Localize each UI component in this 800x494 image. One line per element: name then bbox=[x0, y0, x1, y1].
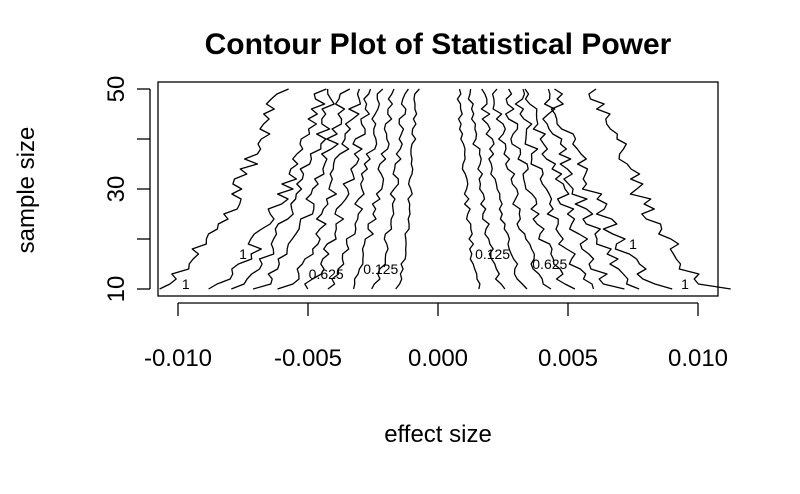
contour-line bbox=[514, 88, 595, 290]
contour-level-label: 0.125 bbox=[363, 261, 398, 277]
x-tick-label: 0.005 bbox=[538, 345, 598, 372]
contour-line bbox=[542, 88, 640, 290]
x-tick-label: 0.000 bbox=[408, 345, 468, 372]
contour-level-label: 1 bbox=[182, 276, 190, 292]
contour-line bbox=[588, 88, 731, 290]
contour-line bbox=[505, 88, 576, 290]
contour-line bbox=[550, 88, 673, 290]
y-axis: 10 30 50 bbox=[103, 76, 151, 303]
contour-line bbox=[524, 88, 625, 290]
contour-line bbox=[371, 88, 409, 290]
plot-frame bbox=[157, 81, 719, 297]
x-axis: -0.010 -0.005 0.000 0.005 0.010 bbox=[144, 302, 728, 372]
contour-line bbox=[277, 88, 362, 290]
y-tick-label: 50 bbox=[103, 76, 130, 103]
contour-labels: 1 1 0.625 0.125 0.125 0.625 1 1 bbox=[182, 236, 689, 292]
y-tick-label: 30 bbox=[103, 176, 130, 203]
contour-line bbox=[395, 88, 420, 290]
contour-line bbox=[208, 88, 327, 290]
contour-level-label: 0.125 bbox=[475, 246, 510, 262]
contour-level-label: 0.625 bbox=[309, 266, 344, 282]
contour-level-label: 1 bbox=[629, 236, 637, 252]
contour-line bbox=[159, 88, 289, 290]
y-tick-label: 10 bbox=[103, 276, 130, 303]
x-tick-label: -0.010 bbox=[144, 345, 212, 372]
contour-level-label: 0.625 bbox=[532, 256, 567, 272]
contour-level-label: 1 bbox=[239, 246, 247, 262]
chart-title: Contour Plot of Statistical Power bbox=[205, 28, 672, 61]
contour-line bbox=[304, 88, 372, 290]
contour-line bbox=[352, 88, 395, 290]
x-axis-label: effect size bbox=[384, 421, 492, 448]
contour-line bbox=[491, 88, 552, 290]
contour-level-label: 1 bbox=[681, 276, 689, 292]
contour-line bbox=[252, 88, 351, 290]
contour-line bbox=[480, 88, 528, 290]
y-axis-label: sample size bbox=[13, 127, 40, 254]
contour-line bbox=[327, 88, 384, 290]
contour-lines bbox=[159, 88, 731, 290]
x-tick-label: 0.010 bbox=[668, 345, 728, 372]
contour-line bbox=[231, 88, 335, 290]
contour-line bbox=[456, 88, 481, 290]
x-tick-label: -0.005 bbox=[274, 345, 342, 372]
contour-line bbox=[467, 88, 506, 290]
